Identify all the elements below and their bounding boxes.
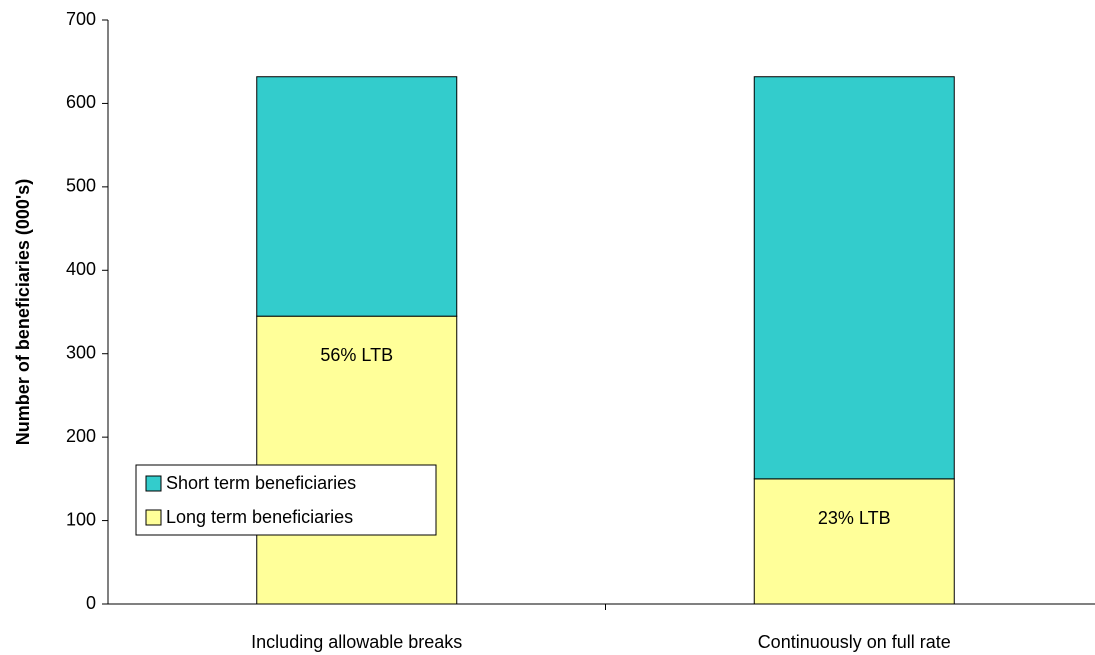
x-tick-label: Including allowable breaks	[251, 632, 462, 652]
y-tick-label: 700	[66, 9, 96, 29]
bar-annotation-2: 23% LTB	[818, 508, 891, 528]
y-tick-label: 600	[66, 92, 96, 112]
y-tick-label: 500	[66, 176, 96, 196]
y-tick-label: 100	[66, 509, 96, 529]
y-tick-label: 400	[66, 259, 96, 279]
bar-segment-short-term-1	[256, 76, 458, 317]
bar-segment-long-term-2	[753, 478, 955, 605]
legend-swatch-2	[145, 509, 162, 526]
bar-segment-long-term-1	[256, 315, 458, 605]
legend: Short term beneficiaries Long term benefi…	[135, 464, 437, 536]
y-tick-label: 0	[86, 593, 96, 613]
legend-label-2: Long term beneficiaries	[166, 507, 353, 527]
y-tick-label: 300	[66, 342, 96, 362]
bar-segment-short-term-2	[753, 76, 955, 480]
legend-box	[135, 464, 437, 536]
plot-area: 56% LTB Including allowable breaks 23% LTB…	[66, 9, 1095, 652]
legend-swatch-1	[145, 475, 162, 492]
y-axis-title: Number of beneficiaries (000's)	[13, 179, 33, 445]
bar-annotation-1: 56% LTB	[320, 345, 393, 365]
legend-label-1: Short term beneficiaries	[166, 473, 356, 493]
y-tick-label: 200	[66, 426, 96, 446]
x-tick-label: Continuously on full rate	[758, 632, 951, 652]
